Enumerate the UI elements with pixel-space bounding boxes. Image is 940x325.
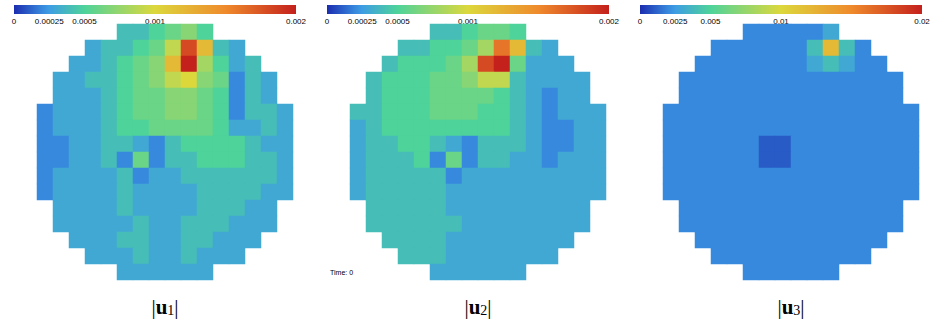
svg-text:|: | <box>174 295 178 319</box>
svg-text:0.005: 0.005 <box>700 17 721 26</box>
svg-text:0: 0 <box>638 17 643 26</box>
svg-text:0.001: 0.001 <box>145 16 165 26</box>
svg-text:0.0005: 0.0005 <box>72 17 97 26</box>
svg-text:|: | <box>487 295 491 319</box>
svg-text:0.0005: 0.0005 <box>385 17 410 26</box>
svg-text:u: u <box>156 295 168 319</box>
svg-text:u: u <box>469 295 481 319</box>
svg-text:Time: 0: Time: 0 <box>330 269 353 276</box>
svg-text:0.001: 0.001 <box>458 16 478 26</box>
svg-text:0.0025: 0.0025 <box>663 17 688 26</box>
svg-text:0.01: 0.01 <box>773 16 789 26</box>
svg-text:0.002: 0.002 <box>286 17 307 26</box>
svg-text:0: 0 <box>12 17 17 26</box>
svg-text:0.00025: 0.00025 <box>348 17 377 26</box>
svg-text:u: u <box>782 295 794 319</box>
svg-text:0: 0 <box>325 17 330 26</box>
svg-text:3: 3 <box>793 303 800 318</box>
svg-text:0.02: 0.02 <box>914 17 930 26</box>
svg-text:0.002: 0.002 <box>599 17 620 26</box>
svg-text:|: | <box>800 295 804 319</box>
svg-text:0.00025: 0.00025 <box>35 17 64 26</box>
svg-text:1: 1 <box>167 303 174 318</box>
svg-text:2: 2 <box>480 303 487 318</box>
